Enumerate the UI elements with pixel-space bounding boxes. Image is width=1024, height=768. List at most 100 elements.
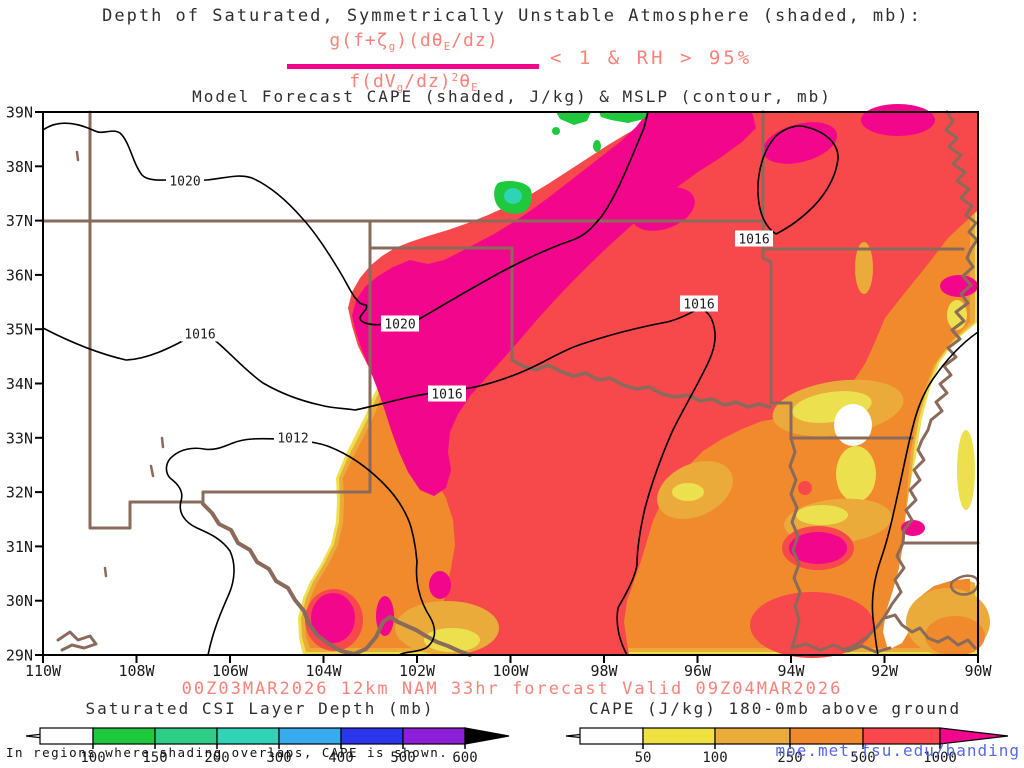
lon-tick-label: 100W: [492, 662, 529, 680]
lake-pontchartrain: [949, 574, 980, 596]
river-mississippi-lower: [841, 541, 906, 652]
red-blob-south-texas: [750, 592, 874, 658]
lon-tick-label: 104W: [305, 662, 342, 680]
colorbar-segment: [154, 727, 218, 745]
csi-green-patch1: [556, 112, 591, 125]
lon-tick-label: 90W: [964, 662, 992, 680]
colorbar-segment: [278, 727, 342, 745]
colorbar-right-arrow: [939, 727, 1009, 745]
gold-pocket-kansas: [855, 242, 873, 294]
mslp-contour-label: 1012: [277, 432, 308, 447]
colorbar-tick-label: 200: [204, 750, 229, 766]
colorbar-right-arrow: [464, 727, 510, 745]
lat-tick-label: 32N: [6, 484, 33, 502]
mslp-label-box: [181, 325, 219, 342]
lon-tick-label: 102W: [399, 662, 436, 680]
lon-tick-label: 106W: [212, 662, 249, 680]
formula-fraction-bar: [287, 64, 539, 69]
yellow-pocket-rio-grande: [424, 628, 480, 652]
terrain-speck3: [149, 464, 155, 478]
cape-shading: [298, 104, 990, 658]
lat-tick-label: 35N: [6, 321, 33, 339]
formula-den-theta: θ: [459, 71, 472, 92]
state-borders: [41, 110, 980, 657]
white-strip-mississippi: [883, 334, 978, 650]
yellow-streak-louisiana: [796, 505, 848, 525]
mslp-contour-label: 1020: [169, 175, 200, 190]
colorbar-segment: [216, 727, 280, 745]
colorbar-title-cape: CAPE (J/kg) 180-0mb above ground: [588, 699, 962, 718]
colorbar-tick-label: 250: [777, 750, 802, 766]
mslp-label-box: [428, 385, 466, 402]
formula-num-6: /dz): [451, 30, 499, 51]
contour-1020: [42, 111, 649, 326]
contour-label-layer: 1020 1016 1020 1016 1012 1016 1016: [166, 172, 773, 447]
terrain-mexico: [56, 630, 98, 652]
csi-green-dot1: [552, 127, 560, 135]
border-texas-panhandle: [368, 246, 514, 362]
magenta-blob-south-texas: [789, 532, 847, 564]
csi-green-patch2: [599, 112, 648, 123]
formula-num-3: )(d: [396, 30, 432, 51]
border-red-river: [510, 358, 772, 409]
yellow-bit-strip-edge: [957, 430, 975, 510]
colorbar-tick-label: 1000: [923, 750, 957, 766]
orange-blob-bottom-right: [925, 616, 985, 656]
formula-num-zeta: ζ: [376, 30, 389, 51]
mslp-label-box: [274, 429, 312, 446]
contour-east-trough: [871, 331, 979, 656]
terrain-speck4: [103, 566, 108, 578]
lat-tick-label: 29N: [6, 647, 33, 665]
lon-tick-label: 108W: [118, 662, 155, 680]
contour-1016-long: [42, 307, 716, 656]
formula-den-0: f(dV: [349, 71, 397, 92]
lat-tick-label: 31N: [6, 538, 33, 556]
yellow-pocket-louisiana: [836, 446, 876, 502]
colorbar-tick-label: 50: [635, 750, 652, 766]
map-frame: [42, 111, 979, 656]
mslp-contour-label: 1016: [683, 298, 714, 313]
formula-condition: < 1 & RH > 95%: [550, 47, 753, 69]
mslp-contour-label: 1020: [384, 318, 415, 333]
lat-tick-label: 39N: [6, 104, 33, 122]
red-dot-arkansas: [798, 481, 812, 495]
formula-numerator: g(f+ζg)(dθE/dz): [285, 30, 543, 53]
colorbar-segment: [340, 727, 404, 745]
terrain-speck1: [75, 150, 80, 162]
river-delta: [883, 613, 977, 650]
mslp-contour-label: 1016: [431, 388, 462, 403]
formula-den-sup-2: 2: [451, 71, 460, 84]
lat-tick-label: 37N: [6, 212, 33, 230]
colorbar-tick-label: 500: [850, 750, 875, 766]
lon-tick-label: 98W: [590, 662, 618, 680]
lat-tick-label: 38N: [6, 158, 33, 176]
coast-louisiana: [790, 642, 892, 654]
colorbar-segment: [579, 727, 644, 745]
colorbar-layer: 100 150 200 300 400 500 600 50 100 250 500 1000: [25, 727, 1009, 766]
source-link[interactable]: moe.met.fsu.edu/banding: [775, 741, 1020, 760]
colorbar-tick-label: 150: [142, 750, 167, 766]
river-mississippi-upper: [901, 110, 979, 545]
lon-tick-label: 94W: [777, 662, 805, 680]
colorbar-segment: [642, 727, 716, 745]
chart-subtitle: Model Forecast CAPE (shaded, J/kg) & MSL…: [192, 87, 832, 106]
lat-tick-label: 30N: [6, 592, 33, 610]
white-hole-arkansas: [834, 404, 872, 446]
formula-denominator: f(dVg/dz)2θE: [285, 71, 543, 94]
border-texas-louisiana: [788, 436, 802, 650]
border-newmexico-texas: [201, 219, 372, 506]
colorbar-tick-label: 600: [452, 750, 477, 766]
lon-tick-label: 110W: [25, 662, 62, 680]
magenta-blob-memphis: [940, 275, 978, 297]
river-rio-grande: [201, 502, 472, 657]
lat-tick-label: 33N: [6, 429, 33, 447]
border-arizona-newmexico: [88, 110, 205, 530]
colorbar-segment: [39, 727, 94, 745]
colorbar-title-csi: Saturated CSI Layer Depth (mb): [85, 699, 435, 718]
colorbar-tick-label: 100: [80, 750, 105, 766]
lon-tick-label: 96W: [684, 662, 712, 680]
colorbar-segment: [402, 727, 466, 745]
colorbar-segment: [92, 727, 156, 745]
